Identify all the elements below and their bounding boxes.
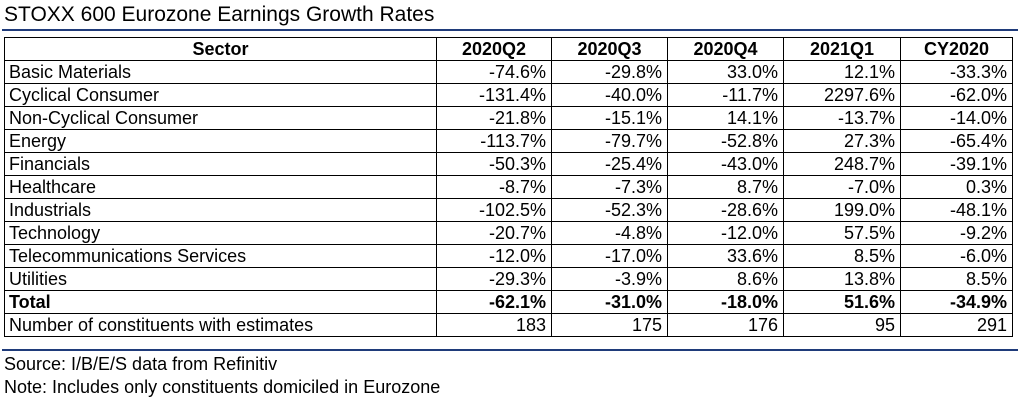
table-cell: 8.5% [783, 244, 901, 268]
table-cell: -14.0% [900, 106, 1013, 130]
table-cell: 14.1% [667, 106, 784, 130]
table-row: Financials -50.3% -25.4% -43.0% 248.7% -… [4, 152, 1013, 176]
sector-label: Energy [4, 129, 437, 153]
table-cell: -3.9% [551, 267, 668, 291]
table-cell: 291 [900, 313, 1013, 337]
sector-label: Industrials [4, 198, 437, 222]
table-cell: -15.1% [551, 106, 668, 130]
table-cell: -50.3% [436, 152, 552, 176]
table-cell: -62.1% [436, 290, 552, 314]
table-cell: 57.5% [783, 221, 901, 245]
table-cell: -31.0% [551, 290, 668, 314]
table-cell: -29.8% [551, 60, 668, 84]
table-cell: -4.8% [551, 221, 668, 245]
table-cell: -18.0% [667, 290, 784, 314]
table-cell: 27.3% [783, 129, 901, 153]
table-cell: -9.2% [900, 221, 1013, 245]
sector-label: Technology [4, 221, 437, 245]
table-cell: -12.0% [436, 244, 552, 268]
table-row: Industrials -102.5% -52.3% -28.6% 199.0%… [4, 198, 1013, 222]
table-cell: 183 [436, 313, 552, 337]
title-divider [2, 29, 1018, 31]
table-cell: 95 [783, 313, 901, 337]
table-cell: 33.6% [667, 244, 784, 268]
table-row: Utilities -29.3% -3.9% 8.6% 13.8% 8.5% [4, 267, 1013, 291]
total-label: Total [4, 290, 437, 314]
table-row: Basic Materials -74.6% -29.8% 33.0% 12.1… [4, 60, 1013, 84]
table-cell: -131.4% [436, 83, 552, 107]
table-cell: -28.6% [667, 198, 784, 222]
table-cell: -17.0% [551, 244, 668, 268]
table-cell: -52.3% [551, 198, 668, 222]
table-cell: -21.8% [436, 106, 552, 130]
table-header-row: Sector 2020Q2 2020Q3 2020Q4 2021Q1 CY202… [4, 37, 1013, 61]
table-cell: 8.5% [900, 267, 1013, 291]
table-cell: -33.3% [900, 60, 1013, 84]
sector-label: Financials [4, 152, 437, 176]
table-cell: -102.5% [436, 198, 552, 222]
table-row: Telecommunications Services -12.0% -17.0… [4, 244, 1013, 268]
table-cell: -7.0% [783, 175, 901, 199]
sector-label: Telecommunications Services [4, 244, 437, 268]
sector-label: Non-Cyclical Consumer [4, 106, 437, 130]
table-cell: -74.6% [436, 60, 552, 84]
table-cell: 0.3% [900, 175, 1013, 199]
table-row: Technology -20.7% -4.8% -12.0% 57.5% -9.… [4, 221, 1013, 245]
table-cell: 175 [551, 313, 668, 337]
table-cell: -11.7% [667, 83, 784, 107]
table-cell: 248.7% [783, 152, 901, 176]
table-cell: -113.7% [436, 129, 552, 153]
table-cell: -48.1% [900, 198, 1013, 222]
table-cell: -25.4% [551, 152, 668, 176]
table-cell: -43.0% [667, 152, 784, 176]
table-cell: 8.6% [667, 267, 784, 291]
table-row: Non-Cyclical Consumer -21.8% -15.1% 14.1… [4, 106, 1013, 130]
table-cell: 8.7% [667, 175, 784, 199]
table-cell: -29.3% [436, 267, 552, 291]
table-cell: 33.0% [667, 60, 784, 84]
table-cell: -34.9% [900, 290, 1013, 314]
table-row: Healthcare -8.7% -7.3% 8.7% -7.0% 0.3% [4, 175, 1013, 199]
earnings-growth-table: Sector 2020Q2 2020Q3 2020Q4 2021Q1 CY202… [4, 37, 1013, 337]
table-cell: -65.4% [900, 129, 1013, 153]
sector-label: Basic Materials [4, 60, 437, 84]
table-cell: -52.8% [667, 129, 784, 153]
table-cell: -8.7% [436, 175, 552, 199]
table-row: Cyclical Consumer -131.4% -40.0% -11.7% … [4, 83, 1013, 107]
table-cell: -39.1% [900, 152, 1013, 176]
table-cell: 51.6% [783, 290, 901, 314]
table-cell: 13.8% [783, 267, 901, 291]
table-cell: -79.7% [551, 129, 668, 153]
total-row: Total -62.1% -31.0% -18.0% 51.6% -34.9% [4, 290, 1013, 314]
constituents-label: Number of constituents with estimates [4, 313, 437, 337]
column-header-cy2020: CY2020 [900, 37, 1013, 61]
table-cell: -62.0% [900, 83, 1013, 107]
table-cell: -7.3% [551, 175, 668, 199]
table-cell: -40.0% [551, 83, 668, 107]
table-cell: -20.7% [436, 221, 552, 245]
sector-label: Utilities [4, 267, 437, 291]
sector-label: Cyclical Consumer [4, 83, 437, 107]
table-row: Energy -113.7% -79.7% -52.8% 27.3% -65.4… [4, 129, 1013, 153]
sector-label: Healthcare [4, 175, 437, 199]
table-cell: 12.1% [783, 60, 901, 84]
column-header-2021q1: 2021Q1 [783, 37, 901, 61]
constituents-row: Number of constituents with estimates 18… [4, 313, 1013, 337]
column-header-2020q4: 2020Q4 [667, 37, 784, 61]
source-note: Source: I/B/E/S data from Refinitiv [4, 354, 278, 374]
table-cell: 199.0% [783, 198, 901, 222]
table-cell: -12.0% [667, 221, 784, 245]
table-cell: 176 [667, 313, 784, 337]
column-header-sector: Sector [4, 37, 437, 61]
column-header-2020q2: 2020Q2 [436, 37, 552, 61]
scope-note: Note: Includes only constituents domicil… [4, 377, 441, 397]
table-cell: -13.7% [783, 106, 901, 130]
column-header-2020q3: 2020Q3 [551, 37, 668, 61]
page-title: STOXX 600 Eurozone Earnings Growth Rates [4, 3, 435, 26]
table-cell: 2297.6% [783, 83, 901, 107]
footer-divider [2, 349, 1018, 351]
table-cell: -6.0% [900, 244, 1013, 268]
